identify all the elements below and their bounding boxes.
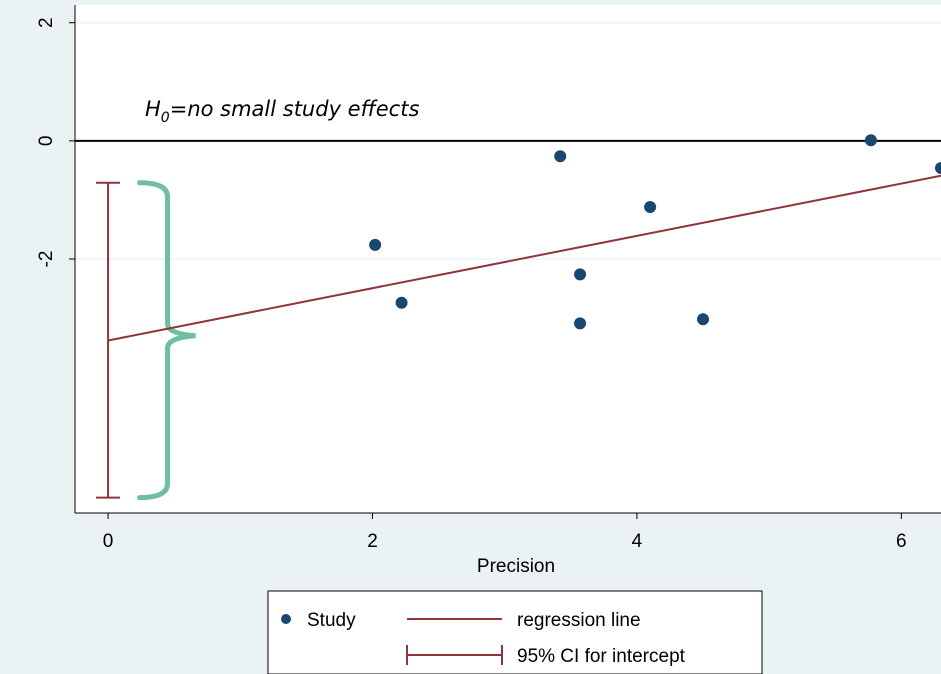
study-point bbox=[395, 296, 408, 309]
annotation-h0-base: H bbox=[145, 97, 161, 121]
x-tick-label: 2 bbox=[367, 531, 378, 552]
legend: Study regression line 95% CI for interce… bbox=[267, 590, 763, 674]
study-point bbox=[369, 238, 382, 251]
x-axis-title: Precision bbox=[477, 556, 555, 577]
regression-line-path bbox=[107, 174, 941, 342]
legend-study-marker bbox=[281, 614, 291, 624]
study-point bbox=[574, 317, 587, 330]
study-point bbox=[697, 313, 710, 326]
legend-ci-label: 95% CI for intercept bbox=[517, 646, 686, 667]
x-tick-label: 6 bbox=[896, 531, 907, 552]
annotation-h0-subscript: 0 bbox=[161, 110, 170, 126]
ci-brace bbox=[137, 180, 196, 501]
x-tick-label: 0 bbox=[103, 531, 114, 552]
study-point bbox=[574, 268, 587, 281]
annotation-h0-rest: =no small study effects bbox=[170, 97, 420, 121]
legend-study-label: Study bbox=[307, 610, 356, 631]
annotation-h0: H0=no small study effects bbox=[145, 97, 419, 126]
study-point bbox=[554, 150, 567, 163]
y-tick-label: 0 bbox=[36, 136, 57, 147]
x-tick-label: 4 bbox=[632, 531, 643, 552]
y-tick-label: -2 bbox=[36, 251, 57, 268]
gridlines bbox=[75, 22, 941, 260]
axes: 2 0 -2 0 2 4 6 bbox=[36, 5, 941, 552]
regression-line bbox=[107, 174, 941, 342]
y-tick-label: 2 bbox=[36, 17, 57, 28]
legend-regression-label: regression line bbox=[517, 610, 641, 631]
legend-box bbox=[267, 590, 763, 674]
study-point bbox=[864, 134, 877, 147]
study-point bbox=[644, 201, 657, 214]
study-points bbox=[369, 134, 941, 330]
brace-shape bbox=[137, 180, 196, 501]
legend-ci-marker bbox=[406, 645, 503, 665]
study-point bbox=[935, 162, 941, 175]
